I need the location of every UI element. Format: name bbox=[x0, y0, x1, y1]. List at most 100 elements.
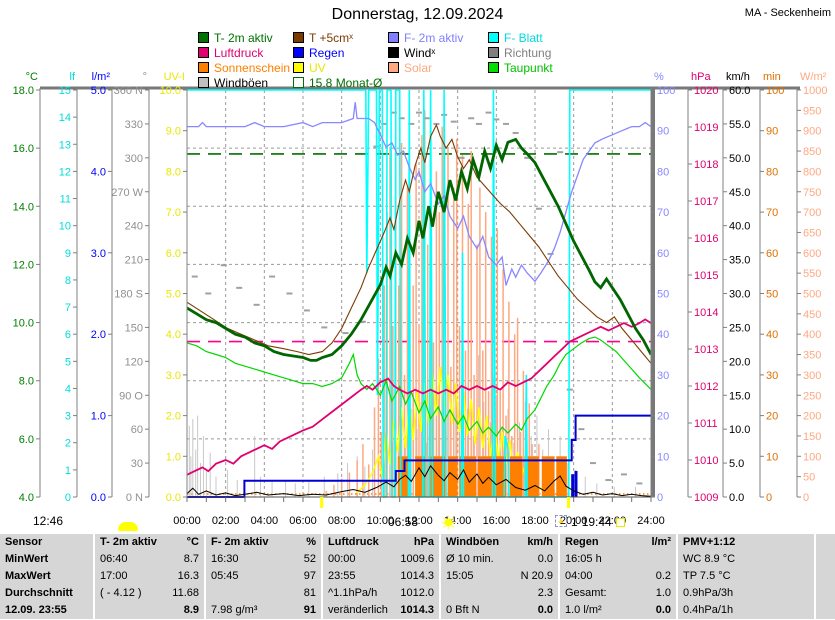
table-row-label: 12.09. 23:55 bbox=[5, 604, 67, 616]
legend-item: F- 2m aktiv bbox=[388, 31, 463, 45]
axis-label: 300 bbox=[125, 153, 143, 165]
axis-label: 7 bbox=[65, 302, 71, 314]
axis-label: 0.0 bbox=[729, 492, 744, 504]
axis-label: 8 bbox=[65, 275, 71, 287]
table-col: PMV+1:12 WC 8.9 °C TP 7.5 °C 0.9hPa/3h 0.4hP… bbox=[678, 534, 814, 619]
moon-day: 1 bbox=[571, 515, 578, 529]
table-col-header: T- 2m aktiv °C bbox=[100, 536, 199, 548]
axis-label: 2.0 bbox=[166, 411, 181, 423]
axis-label: 8.0 bbox=[166, 166, 181, 178]
moon-time: 12:46 bbox=[33, 514, 64, 528]
station-label: MA - Seckenheim bbox=[744, 7, 831, 19]
axis-label: 15 bbox=[59, 85, 71, 97]
axis-label: 10 bbox=[59, 221, 71, 233]
axis-label: 400 bbox=[803, 329, 821, 341]
table-row: 04:00 0.2 bbox=[560, 568, 676, 585]
axis-label: 90 bbox=[657, 126, 669, 138]
table-cell-value: 0.2 bbox=[655, 570, 671, 582]
axis-label: 3.0 bbox=[91, 248, 106, 260]
table-col-header: F- 2m aktiv% bbox=[211, 536, 316, 548]
axis-label: 270 W bbox=[111, 187, 143, 199]
axis-label: 30 bbox=[657, 370, 669, 382]
axis-label: 02:00 bbox=[212, 515, 240, 527]
axis-label: 5 bbox=[65, 356, 71, 368]
table-row: Gesamt: 1.0 bbox=[560, 585, 676, 602]
weather-chart[interactable]: °C18.016.014.012.010.08.06.04.0lf1514131… bbox=[0, 0, 835, 534]
legend-item: Luftdruck bbox=[198, 46, 263, 60]
legend-label: T +5cmˣ bbox=[309, 31, 354, 45]
legend-label: Taupunkt bbox=[504, 61, 553, 75]
table-cell: Ø 10 min. bbox=[446, 553, 494, 565]
axis-label: 1010 bbox=[694, 455, 718, 467]
legend-label: Windˣ bbox=[404, 46, 436, 60]
legend-item: F- Blatt bbox=[488, 31, 543, 45]
legend-swatch-icon bbox=[488, 32, 499, 43]
legend-label: Windböen bbox=[214, 76, 269, 90]
page-title: Donnerstag, 12.09.2024 bbox=[331, 6, 504, 23]
axis-label: 0.0 bbox=[166, 492, 181, 504]
table-cell-value: 97 bbox=[303, 570, 316, 582]
legend-swatch-icon bbox=[388, 47, 399, 58]
axis-label: 5.0 bbox=[729, 458, 744, 470]
table-cell: Gesamt: bbox=[565, 587, 607, 599]
axis-label: 10:00 bbox=[367, 515, 395, 527]
legend-item: 15.8 Monat-Ø bbox=[293, 76, 383, 90]
legend-swatch-icon bbox=[388, 32, 399, 43]
table-row: ^1.1hPa/h 1012.0 bbox=[323, 585, 439, 602]
axis-label: 30.0 bbox=[729, 289, 750, 301]
axis-label: 1.0 bbox=[166, 451, 181, 463]
table-row: 0 Bft N 0.0 bbox=[441, 602, 558, 619]
axis-label: 1017 bbox=[694, 196, 718, 208]
table-cell: 0.4hPa/1h bbox=[683, 604, 734, 616]
axis-label: 3 bbox=[65, 411, 71, 423]
axis-label: 40.0 bbox=[729, 221, 750, 233]
axis-label: 150 bbox=[125, 322, 143, 334]
table-cell-value: 0.0 bbox=[537, 553, 553, 565]
axis-label: 60 bbox=[657, 248, 669, 260]
axis-label: 70 bbox=[766, 207, 778, 219]
axis-label: 500 bbox=[803, 289, 821, 301]
axis-label: 4.0 bbox=[19, 492, 34, 504]
sunrise-time: 06:58 bbox=[388, 515, 419, 529]
axis-label: 1009 bbox=[694, 492, 718, 504]
axis-label: min bbox=[763, 71, 781, 83]
table-row: 7.98 g/m³ 91 bbox=[206, 602, 321, 619]
table-cell: ^1.1hPa/h bbox=[328, 587, 378, 599]
axis-label: 7.0 bbox=[166, 207, 181, 219]
axis-label: 55.0 bbox=[729, 119, 750, 131]
legend-swatch-icon bbox=[488, 47, 499, 58]
table-row: WC 8.9 °C bbox=[678, 551, 814, 568]
axis-label: 80 bbox=[657, 166, 669, 178]
axis-label: 600 bbox=[803, 248, 821, 260]
axis-label: 15.0 bbox=[729, 390, 750, 402]
axis-label: 10.0 bbox=[160, 85, 181, 97]
axis-label: 100 bbox=[766, 85, 784, 97]
table-col: F- 2m aktiv% 16:30 52 05:45 97 81 7.98 g/m³ 91 bbox=[206, 534, 321, 619]
table-row: veränderlich 1014.3 bbox=[323, 602, 439, 619]
axis-label: 10.0 bbox=[13, 318, 34, 330]
axis-label: 550 bbox=[803, 268, 821, 280]
sun-icon bbox=[441, 515, 456, 530]
table-col: Regen l/m² 16:05 h 04:00 0.2 Gesamt: 1.0 1.0 l/… bbox=[560, 534, 676, 619]
axis-label: 16:00 bbox=[483, 515, 511, 527]
table-cell: 00:00 bbox=[328, 553, 356, 565]
legend-label: 15.8 Monat-Ø bbox=[309, 76, 383, 90]
axis-label: 0.0 bbox=[91, 492, 106, 504]
table-row-label: MinWert bbox=[5, 553, 49, 565]
axis-label: 45.0 bbox=[729, 187, 750, 199]
sunset-square-icon bbox=[615, 518, 625, 527]
axis-label: 1016 bbox=[694, 233, 718, 245]
axis-label: 8.0 bbox=[19, 376, 34, 388]
axis-label: 0 bbox=[65, 492, 71, 504]
axis-label: 120 bbox=[125, 356, 143, 368]
table-cell-value: 52 bbox=[303, 553, 316, 565]
legend-label: T- 2m aktiv bbox=[214, 31, 273, 45]
axis-label: 700 bbox=[803, 207, 821, 219]
axis-label: 2 bbox=[65, 438, 71, 450]
table-col-sensor: Sensor MinWert MaxWert Durchschnitt 12.09. 2… bbox=[0, 534, 93, 619]
axis-label: 1012 bbox=[694, 381, 718, 393]
axis-label: 360 N bbox=[114, 85, 143, 97]
axis-label: 240 bbox=[125, 221, 143, 233]
table-cell: 0 Bft N bbox=[446, 604, 480, 616]
table-col: T- 2m aktiv °C 06:40 8.7 17:00 16.3 ( - 4.12 )… bbox=[95, 534, 204, 619]
